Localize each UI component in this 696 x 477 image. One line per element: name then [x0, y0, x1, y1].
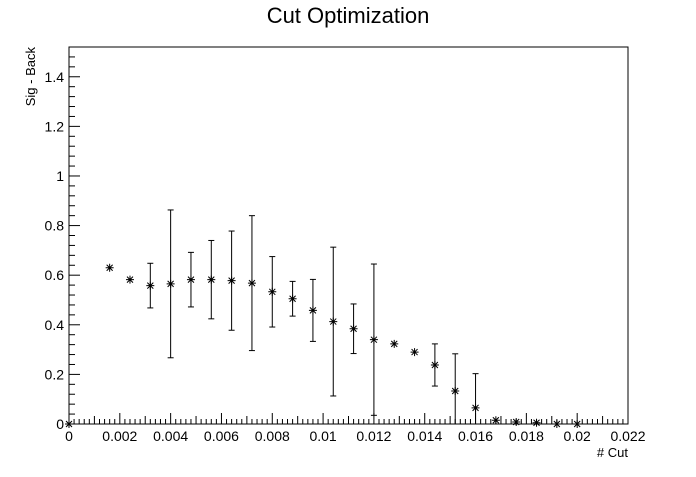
data-point	[491, 416, 500, 425]
y-tick-label: 0.2	[45, 366, 65, 382]
data-point	[552, 420, 561, 428]
y-tick-label: 0.6	[45, 267, 65, 283]
data-point	[166, 279, 175, 288]
x-tick-label: 0.002	[102, 428, 137, 444]
x-tick-label: 0.01	[309, 428, 336, 444]
x-tick-label: 0.016	[458, 428, 493, 444]
data-point	[65, 420, 73, 428]
x-axis: 0 0.002 0.004 0.006 0.008 0.01 0.012 0.014 0.016…	[65, 413, 646, 444]
data-point	[268, 287, 277, 296]
data-point	[369, 335, 378, 344]
data-markers	[65, 263, 582, 428]
x-tick-label: 0.006	[204, 428, 239, 444]
y-tick-label: 0	[56, 416, 64, 432]
x-tick-label: 0.02	[564, 428, 591, 444]
y-tick-label: 0.4	[45, 317, 65, 333]
y-axis-label: Sig - Back	[23, 47, 38, 107]
data-point	[105, 263, 114, 272]
x-tick-label: 0.012	[356, 428, 391, 444]
data-point	[573, 420, 582, 428]
y-tick-label: 1.2	[45, 118, 65, 134]
x-tick-label: 0.022	[610, 428, 645, 444]
data-point	[227, 276, 236, 285]
y-tick-label: 1	[56, 168, 64, 184]
y-axis: 0 0.2 0.4 0.6 0.8 1 1.2 1.4	[45, 46, 80, 432]
data-point	[146, 281, 155, 290]
data-point	[532, 418, 541, 427]
y-tick-label: 1.4	[45, 69, 65, 85]
x-tick-label: 0	[65, 428, 73, 444]
error-bars	[147, 209, 479, 425]
chart-title: Cut Optimization	[267, 3, 430, 28]
data-point	[451, 387, 460, 396]
data-point	[349, 324, 358, 333]
data-point	[512, 418, 521, 427]
data-point	[471, 403, 480, 412]
x-axis-label: # Cut	[597, 445, 628, 460]
data-point	[410, 348, 419, 357]
plot-frame	[68, 46, 629, 425]
data-point	[430, 360, 439, 369]
x-tick-label: 0.018	[509, 428, 544, 444]
y-tick-label: 0.8	[45, 218, 65, 234]
data-point	[207, 275, 216, 284]
x-tick-label: 0.004	[153, 428, 188, 444]
data-point	[186, 275, 195, 284]
data-point	[308, 306, 317, 315]
x-tick-label: 0.008	[255, 428, 290, 444]
data-point	[329, 317, 338, 326]
data-point	[288, 294, 297, 303]
data-point	[247, 279, 256, 288]
data-point	[390, 339, 399, 348]
x-tick-label: 0.014	[407, 428, 442, 444]
data-point	[125, 275, 134, 284]
